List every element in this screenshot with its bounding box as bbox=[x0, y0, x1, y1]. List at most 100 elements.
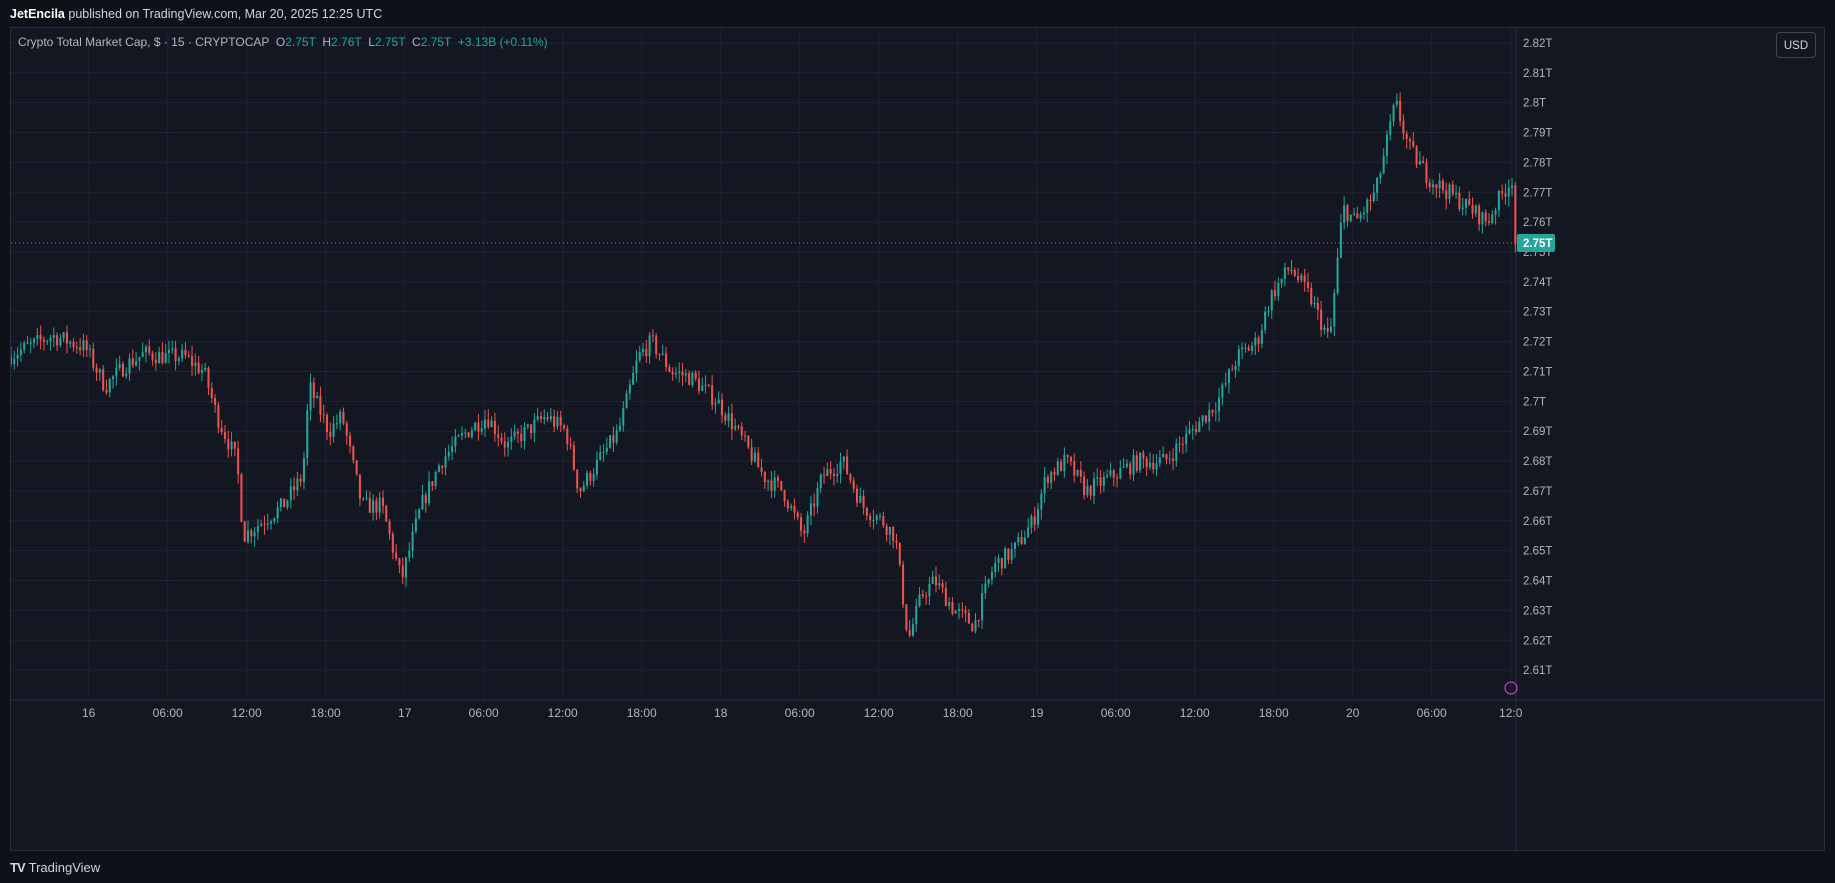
candle-body bbox=[1405, 133, 1408, 140]
candle-body bbox=[806, 515, 809, 534]
candle-body bbox=[576, 469, 579, 489]
y-tick-label: 2.68T bbox=[1523, 456, 1552, 468]
candle-body bbox=[1046, 476, 1049, 484]
candle-body bbox=[997, 558, 1000, 563]
candle-body bbox=[707, 384, 710, 386]
candle-body bbox=[671, 371, 674, 375]
footer-brand[interactable]: TradingView bbox=[28, 859, 101, 875]
candle-body bbox=[1395, 100, 1398, 105]
candle-body bbox=[556, 416, 559, 427]
candle-body bbox=[1069, 457, 1072, 462]
candle-body bbox=[911, 624, 914, 636]
candle-body bbox=[958, 609, 961, 611]
candle-body bbox=[184, 349, 187, 356]
y-tick-label: 2.62T bbox=[1523, 635, 1552, 647]
candle-body bbox=[642, 348, 645, 352]
candle-body bbox=[744, 435, 747, 437]
candle-body bbox=[981, 593, 984, 621]
x-tick-label: 12:00 bbox=[548, 706, 578, 720]
candle-body bbox=[750, 447, 753, 462]
candle-body bbox=[829, 469, 832, 474]
candle-body bbox=[1487, 221, 1491, 223]
candle-body bbox=[480, 428, 483, 432]
candle-body bbox=[523, 427, 526, 442]
candle-body bbox=[697, 378, 701, 392]
candle-body bbox=[1237, 349, 1240, 366]
candle-body bbox=[1491, 214, 1494, 223]
candle-body bbox=[293, 486, 296, 491]
candle-body bbox=[1399, 100, 1402, 121]
candle-body bbox=[1300, 275, 1303, 281]
candle-body bbox=[1389, 121, 1392, 135]
candle-body bbox=[569, 444, 572, 446]
candle-body bbox=[1497, 191, 1500, 211]
candle-body bbox=[1083, 476, 1086, 495]
candlestick-chart[interactable]: 2.61T 2.62T 2.63T 2.64T 2.65T 2.66T 2.67T 2.68T… bbox=[11, 28, 1824, 850]
candle-body bbox=[1152, 462, 1155, 470]
candle-body bbox=[1231, 369, 1234, 371]
candle-body bbox=[335, 423, 338, 425]
candle-body bbox=[579, 488, 582, 492]
y-tick-label: 2.76T bbox=[1523, 217, 1552, 229]
symbol-legend: Crypto Total Market Cap, $ · 15 · CRYPTO… bbox=[18, 35, 548, 49]
candle-body bbox=[1195, 429, 1198, 433]
candle-body bbox=[1129, 463, 1132, 475]
candle-body bbox=[135, 360, 138, 366]
candle-body bbox=[1162, 454, 1165, 458]
candle-body bbox=[1329, 326, 1333, 332]
candle-body bbox=[1040, 493, 1043, 510]
candle-body bbox=[790, 506, 793, 509]
candle-body bbox=[368, 497, 371, 513]
chart-panel[interactable]: 2.61T 2.62T 2.63T 2.64T 2.65T 2.66T 2.67T 2.68T… bbox=[10, 27, 1825, 851]
candle-body bbox=[220, 427, 223, 433]
candle-body bbox=[464, 432, 467, 434]
candle-body bbox=[1066, 455, 1069, 458]
candle-body bbox=[803, 530, 806, 534]
candle-body bbox=[1060, 461, 1063, 471]
candle-body bbox=[85, 340, 88, 350]
candle-body bbox=[286, 500, 289, 508]
candle-body bbox=[431, 481, 434, 486]
tradingview-logo-icon[interactable]: TV bbox=[10, 859, 26, 875]
candle-body bbox=[102, 369, 105, 391]
candle-body bbox=[1191, 429, 1194, 431]
candle-body bbox=[846, 456, 849, 474]
x-tick-label: 20 bbox=[1346, 706, 1360, 720]
candle-body bbox=[490, 420, 493, 428]
candle-body bbox=[582, 485, 585, 492]
open-value: 2.75T bbox=[285, 35, 316, 49]
candle-body bbox=[1004, 548, 1007, 569]
candle-body bbox=[954, 610, 957, 614]
candle-body bbox=[437, 465, 440, 472]
candle-body bbox=[793, 506, 796, 513]
candle-body bbox=[1445, 190, 1448, 199]
candle-body bbox=[944, 587, 947, 607]
candle-body bbox=[467, 432, 470, 437]
candle-body bbox=[925, 596, 928, 598]
candle-body bbox=[967, 612, 970, 624]
candle-body bbox=[1017, 537, 1020, 543]
y-tick-label: 2.65T bbox=[1523, 546, 1552, 558]
candle-body bbox=[882, 515, 885, 526]
symbol-title: Crypto Total Market Cap, $ · 15 · CRYPTO… bbox=[18, 35, 270, 49]
candle-body bbox=[29, 342, 32, 344]
candle-body bbox=[941, 583, 944, 588]
candle-body bbox=[1402, 120, 1405, 134]
candle-body bbox=[69, 341, 72, 344]
candle-body bbox=[938, 583, 941, 586]
candle-body bbox=[1264, 311, 1267, 331]
last-price-label: 2.75T bbox=[1523, 238, 1552, 250]
candle-body bbox=[1507, 187, 1510, 197]
candle-body bbox=[1116, 477, 1119, 479]
candle-body bbox=[931, 576, 934, 584]
candle-body bbox=[1063, 455, 1066, 471]
candle-body bbox=[961, 609, 964, 611]
candle-body bbox=[869, 515, 872, 520]
currency-button[interactable]: USD bbox=[1776, 32, 1816, 58]
candle-body bbox=[1139, 452, 1142, 471]
candle-body bbox=[1119, 467, 1122, 479]
candle-body bbox=[1422, 160, 1425, 163]
candle-body bbox=[974, 619, 977, 632]
candle-body bbox=[325, 414, 329, 432]
candle-body bbox=[223, 432, 226, 439]
